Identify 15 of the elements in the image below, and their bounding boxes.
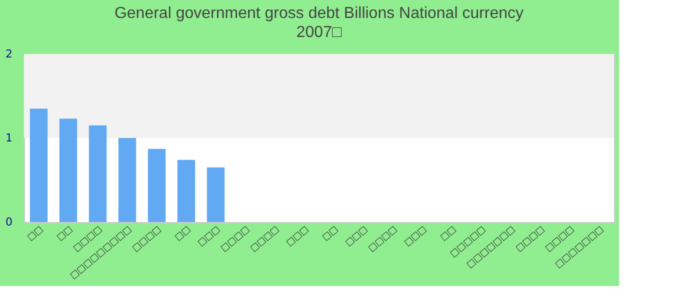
- bar: [30, 108, 48, 222]
- y-tick-label: 2: [6, 48, 12, 60]
- y-tick-label: 1: [6, 132, 12, 144]
- bar: [118, 138, 136, 222]
- chart-subtitle: 2007□: [296, 24, 342, 41]
- x-tick-label: □□: [173, 224, 193, 244]
- bar: [177, 160, 196, 222]
- bar: [88, 125, 107, 222]
- bar: [59, 118, 78, 222]
- y-tick-label: 0: [6, 216, 12, 228]
- bar: [148, 148, 166, 222]
- x-tick-label: □□: [26, 224, 46, 244]
- x-tick-label: □□: [320, 224, 340, 244]
- chart-title: General government gross debt Billions National currency: [114, 5, 524, 22]
- bar: [206, 167, 225, 222]
